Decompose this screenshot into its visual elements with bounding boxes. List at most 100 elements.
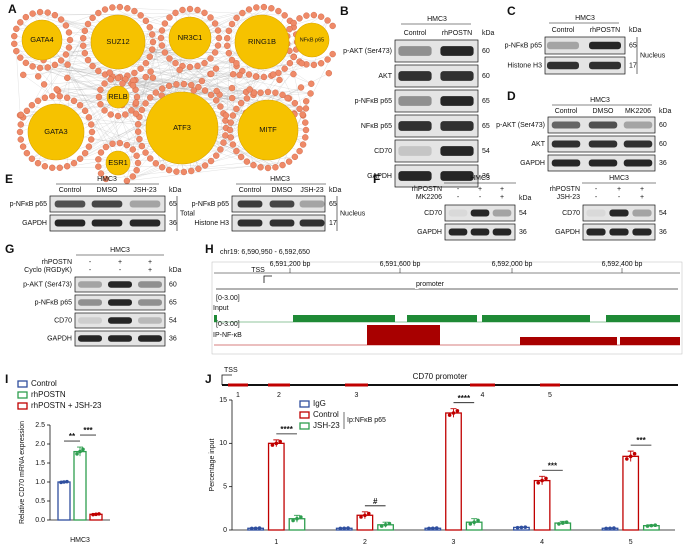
edge [32,13,141,16]
kda-label: 65 [482,123,490,130]
gene-node [186,63,194,71]
x-tick-label: 3 [452,539,456,546]
kda-label: 36 [659,229,667,236]
gene-node [207,91,215,99]
row-label: p-NFκB p65 [10,201,47,208]
gene-node [16,128,24,136]
gene-node [56,164,63,172]
gene-node [138,106,146,114]
edge [231,53,333,89]
blot-frame [544,56,626,75]
hub-label: GATA3 [44,127,67,136]
gene-node [65,29,73,36]
hub-node [234,14,290,70]
blot-cell-line: HMC3 [270,176,290,183]
gene-node [296,147,303,155]
band [492,228,512,236]
track-range: [0-3.00] [216,321,240,328]
treatment-sign: - [595,194,598,201]
gene-node [80,42,87,49]
gene-node [142,59,150,67]
side-label: Nucleus [640,52,666,59]
blot-frame [394,139,479,163]
sig-label: *** [636,436,646,445]
blot-cell-line: HMC3 [110,247,130,254]
gene-node [228,20,236,28]
lane-label: DMSO [97,187,119,194]
edge [16,28,311,94]
band [138,299,162,306]
gene-node [49,164,56,172]
kda-label: 65 [329,201,337,208]
band [586,228,606,236]
replicate-dot [427,526,431,531]
gene-node [324,56,331,63]
replicate-dot [472,520,476,524]
gene-node [56,92,63,100]
lane-label: rhPOSTN [442,30,472,37]
gene-node [107,76,114,83]
gene-node [114,74,122,82]
row-label: p-NFκB p65 [355,98,392,105]
edge [43,9,250,61]
y-tick-label: 0 [223,527,227,534]
hub-label: NFκB p65 [300,37,324,43]
row-label: CD70 [424,210,442,217]
gene-node [290,70,297,78]
gene-node [214,27,222,34]
blot-frame [544,36,626,55]
edge [227,45,295,115]
gene-node [109,140,116,147]
gene-node [62,22,70,29]
row-label: GAPDH [417,229,442,236]
gene-node [146,53,153,60]
band [588,140,618,148]
gene-node [260,3,268,11]
gene-node [226,126,234,134]
row-label: NFκB p65 [361,123,392,130]
band [551,121,581,129]
gene-node [95,9,102,17]
gene-node [317,13,325,20]
gene-node [245,6,253,13]
gene-node [28,155,36,162]
gene-node [166,55,173,62]
gene-node [123,177,131,185]
gene-node [51,11,59,19]
kda-label: 36 [659,160,667,167]
replicate-dot [278,439,282,444]
treatment-sign: + [640,194,644,201]
side-label: Total [180,210,195,217]
gene-node [269,71,277,78]
gene-node [329,22,336,30]
gene-node [95,93,103,101]
gene-node [138,142,146,150]
treatment-sign: - [479,194,482,201]
gene-node [257,89,264,96]
treatment-sign: + [148,267,152,274]
row-label: p-AKT (Ser473) [343,48,392,55]
replicate-dot [632,451,637,456]
gene-node [17,54,24,61]
y-tick-label: 15 [219,397,227,404]
y-tick-label: 0.5 [35,498,45,505]
hub-node [106,85,130,109]
hub-label: GATA4 [30,35,53,44]
replicate-dot [612,526,616,530]
gene-node [89,14,96,22]
gene-node [195,83,202,91]
gene-node [161,49,169,56]
replicate-dot [536,480,541,485]
gene-node [13,25,20,33]
gene-node [214,42,222,49]
gene-node [272,164,279,171]
kda-label: 17 [629,62,637,69]
gene-node [213,87,220,95]
replicate-dot [363,513,367,518]
gene-node [264,164,272,172]
gene-node [129,173,136,180]
kda-label: 36 [169,335,177,342]
blot-cell-line: HMC3 [575,15,595,22]
gene-node [132,99,140,106]
